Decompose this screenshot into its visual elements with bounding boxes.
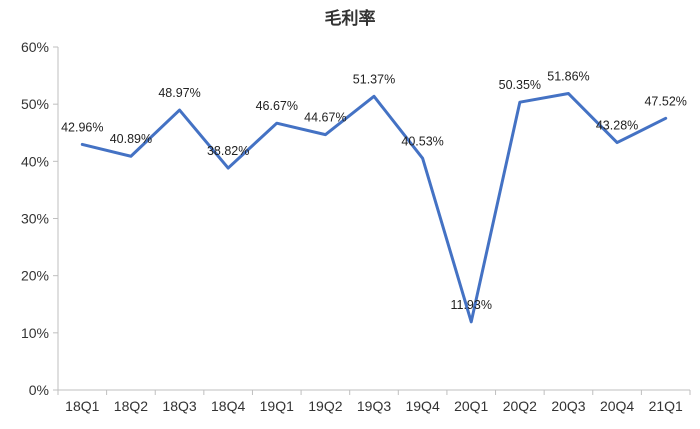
- data-label: 51.37%: [353, 72, 395, 86]
- chart-title: 毛利率: [325, 8, 376, 28]
- x-axis: 18Q1 18Q2 18Q3 18Q4 19Q1 19Q2 19Q3 19Q4 20Q1 20Q2…: [57, 389, 691, 414]
- x-tick-label: 19Q3: [357, 398, 391, 414]
- series-line: [80, 92, 668, 324]
- data-label: 38.82%: [207, 144, 249, 158]
- y-tick-label: 0%: [29, 382, 49, 398]
- data-label: 46.67%: [256, 99, 298, 113]
- y-tick-label: 40%: [21, 153, 49, 169]
- data-label: 40.53%: [401, 134, 443, 148]
- x-tick-label: 20Q3: [551, 398, 585, 414]
- x-tick-label: 18Q3: [162, 398, 196, 414]
- x-tick-label: 19Q2: [308, 398, 342, 414]
- data-label: 47.52%: [644, 94, 686, 108]
- y-tick-label: 60%: [21, 39, 49, 55]
- x-tick-label: 18Q4: [211, 398, 245, 414]
- y-tick-label: 20%: [21, 268, 49, 284]
- data-label: 50.35%: [499, 78, 541, 92]
- x-tick-label: 19Q1: [260, 398, 294, 414]
- data-label: 44.67%: [304, 111, 346, 125]
- data-label: 11.93%: [450, 298, 491, 312]
- x-tick-label: 19Q4: [405, 398, 439, 414]
- data-label: 43.28%: [596, 119, 638, 133]
- data-labels: 42.96% 40.89% 48.97% 38.82% 46.67% 44.67% 51.3…: [61, 70, 687, 312]
- x-tick-label: 21Q1: [649, 398, 683, 414]
- x-tick-label: 20Q1: [454, 398, 488, 414]
- x-tick-label: 18Q2: [114, 398, 148, 414]
- series-gross-margin: [80, 92, 668, 324]
- y-tick-label: 50%: [21, 96, 49, 112]
- data-label: 51.86%: [547, 70, 589, 84]
- y-tick-label: 10%: [21, 325, 49, 341]
- x-tick-label: 18Q1: [65, 398, 99, 414]
- data-label: 48.97%: [158, 86, 200, 100]
- x-tick-label: 20Q2: [503, 398, 537, 414]
- y-tick-label: 30%: [21, 211, 49, 227]
- data-label: 42.96%: [61, 120, 103, 134]
- data-label: 40.89%: [110, 132, 152, 146]
- y-axis: 0% 10% 20% 30% 40% 50% 60%: [21, 39, 59, 398]
- x-tick-label: 20Q4: [600, 398, 634, 414]
